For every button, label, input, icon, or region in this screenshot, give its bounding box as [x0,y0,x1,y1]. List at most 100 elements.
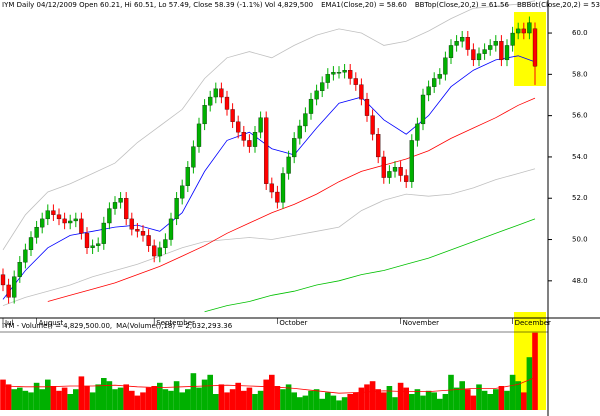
candle-body [174,198,179,220]
volume-bar [358,387,365,410]
legend-entry: BBBot(Close,20,2) = 53.43 [517,1,600,9]
volume-bar [285,384,292,410]
volume-bar [297,397,303,410]
candle-body [208,96,213,106]
candle-body [152,245,157,257]
candle-body [79,218,84,234]
candle-body [180,185,185,199]
volume-bar [257,390,264,410]
volume-bar [280,389,286,410]
volume-bar [190,373,197,410]
volume-bar [487,394,493,410]
y-tick-label: 58.0 [572,70,588,78]
volume-bar [392,397,398,410]
volume-bar [448,374,454,410]
volume-bar [397,382,404,410]
volume-bar [325,392,331,410]
candle-body [224,96,230,110]
volume-bar [56,390,62,410]
candle-body [465,37,470,50]
candle-body [471,49,476,61]
volume-bar [252,394,258,410]
candle-body [6,284,11,298]
volume-bar [515,381,521,410]
candle-body [112,202,118,209]
candle-body [432,78,437,87]
candle-body [51,210,56,215]
candle-body [532,28,538,67]
volume-bar [67,394,73,410]
candle-body [264,117,269,184]
candle-body [157,247,162,257]
volume-bar [347,394,353,410]
volume-bar [521,392,527,410]
candle-body [409,140,414,182]
candle-body [0,274,6,286]
candle-body [488,45,493,50]
volume-ma-line [2,377,536,394]
volume-bar [319,398,325,410]
volume-bar [218,384,225,410]
volume-bar [106,381,113,410]
candle-body [258,117,263,133]
volume-bar [134,395,141,410]
candle-body [448,45,454,58]
volume-bar [386,386,393,410]
y-tick-label: 60.0 [572,29,588,37]
volume-bar [157,382,163,410]
candle-body [387,171,392,178]
indicator-line [204,218,536,313]
volume-bar [151,386,157,410]
candle-body [196,123,202,147]
volume-bar [341,397,348,410]
volume-bar [73,389,79,410]
volume-bar [381,392,387,410]
candle-body [286,156,291,174]
candle-body [398,167,403,176]
candle-body [353,78,358,85]
volume-bar [235,382,241,410]
candle-body [292,138,297,158]
volume-bar [526,357,533,410]
candle-body [84,233,90,248]
volume-bar [246,387,253,410]
candle-body [499,41,504,61]
volume-bar [207,374,213,410]
y-tick-label: 56.0 [572,112,588,120]
volume-bar [39,389,45,410]
x-tick-label: September [156,319,195,327]
volume-bar [369,381,376,410]
candle-body [12,276,17,298]
volume-bar [213,394,219,410]
candle-body [28,237,34,251]
volume-bar [493,389,499,410]
candle-body [426,86,431,96]
candle-body [320,82,325,92]
candle-body [521,28,526,34]
candle-body [40,218,45,228]
candle-body [56,214,62,220]
candle-body [476,53,482,61]
candle-body [348,70,353,79]
x-tick-label: October [279,319,307,327]
volume-bar [0,379,6,410]
candle-body [342,70,347,73]
volume-bar [241,390,247,410]
x-tick-label: December [515,319,551,327]
candle-body [34,226,39,238]
volume-bar [162,389,169,410]
volume-bar [145,387,152,410]
volume-bar [437,398,443,410]
candle-body [45,210,50,220]
volume-bar [308,390,314,410]
candle-body [101,222,106,244]
volume-bar [481,390,488,410]
candle-body [17,262,22,277]
volume-bar [22,390,29,410]
candle-body [213,88,218,98]
volume-bar [263,379,269,410]
volume-bar [532,332,538,410]
volume-bar [498,386,505,410]
